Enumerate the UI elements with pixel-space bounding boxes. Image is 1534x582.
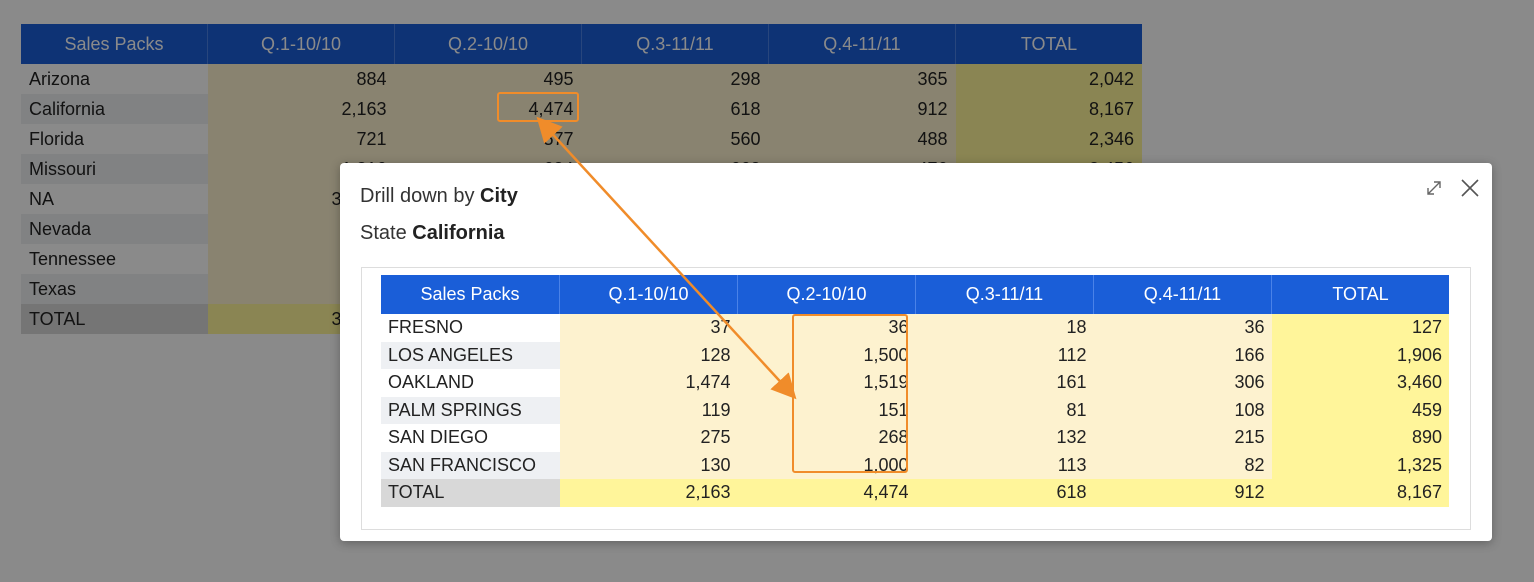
row-total-cell[interactable]: 127 <box>1271 314 1449 342</box>
row-label[interactable]: SAN DIEGO <box>381 424 560 452</box>
cell[interactable]: 82 <box>1093 451 1272 479</box>
cell[interactable]: 112 <box>915 341 1094 369</box>
cell[interactable]: 36 <box>1093 314 1272 342</box>
cell[interactable]: 275 <box>559 424 738 452</box>
cell[interactable]: 132 <box>915 424 1094 452</box>
table-row[interactable]: Arizona 884 495 298 365 2,042 <box>21 64 1142 94</box>
cell[interactable]: 306 <box>1093 369 1272 397</box>
cell[interactable]: 721 <box>207 124 395 154</box>
total-row: TOTAL 2,163 4,474 618 912 8,167 <box>381 479 1449 507</box>
column-header[interactable]: Q.2-10/10 <box>394 24 582 64</box>
total-label: TOTAL <box>381 479 560 507</box>
cell[interactable]: 151 <box>737 396 916 424</box>
column-header[interactable]: Q.4-11/11 <box>768 24 956 64</box>
total-cell: 8,167 <box>1271 479 1449 507</box>
drill-down-dialog: Drill down by City State California Sale… <box>340 163 1492 541</box>
city-sales-table: Sales Packs Q.1-10/10 Q.2-10/10 Q.3-11/1… <box>381 275 1449 507</box>
cell[interactable]: 108 <box>1093 396 1272 424</box>
row-total-cell[interactable]: 3,460 <box>1271 369 1449 397</box>
row-total-cell[interactable]: 8,167 <box>955 94 1142 124</box>
drill-filter: State California <box>360 222 505 245</box>
row-label[interactable]: LOS ANGELES <box>381 341 560 369</box>
column-header[interactable]: TOTAL <box>955 24 1142 64</box>
row-label[interactable]: Tennessee <box>21 244 208 274</box>
column-header[interactable]: Q.4-11/11 <box>1093 275 1272 314</box>
table-row[interactable]: SAN FRANCISCO 130 1,000 113 82 1,325 <box>381 451 1449 479</box>
drill-prefix: Drill down by <box>360 185 475 207</box>
total-cell: 2,163 <box>559 479 738 507</box>
cell[interactable]: 365 <box>768 64 956 94</box>
table-row[interactable]: PALM SPRINGS 119 151 81 108 459 <box>381 396 1449 424</box>
cell[interactable]: 495 <box>394 64 582 94</box>
drill-down-title: Drill down by City <box>360 185 518 208</box>
cell[interactable]: 298 <box>581 64 769 94</box>
cell[interactable]: 161 <box>915 369 1094 397</box>
table-header-row: Sales Packs Q.1-10/10 Q.2-10/10 Q.3-11/1… <box>21 24 1142 64</box>
cell[interactable]: 166 <box>1093 341 1272 369</box>
row-label[interactable]: NA <box>21 184 208 214</box>
cell[interactable]: 2,163 <box>207 94 395 124</box>
expand-icon[interactable] <box>1425 179 1443 197</box>
row-total-cell[interactable]: 890 <box>1271 424 1449 452</box>
row-label[interactable]: PALM SPRINGS <box>381 396 560 424</box>
total-cell: 4,474 <box>737 479 916 507</box>
row-label[interactable]: Arizona <box>21 64 208 94</box>
row-total-cell[interactable]: 1,906 <box>1271 341 1449 369</box>
row-label[interactable]: OAKLAND <box>381 369 560 397</box>
column-header[interactable]: Sales Packs <box>381 275 560 314</box>
row-label[interactable]: Florida <box>21 124 208 154</box>
cell[interactable]: 215 <box>1093 424 1272 452</box>
column-header[interactable]: Q.1-10/10 <box>207 24 395 64</box>
row-label[interactable]: FRESNO <box>381 314 560 342</box>
row-total-cell[interactable]: 459 <box>1271 396 1449 424</box>
cell[interactable]: 1,000 <box>737 451 916 479</box>
column-header[interactable]: Q.3-11/11 <box>915 275 1094 314</box>
cell[interactable]: 488 <box>768 124 956 154</box>
total-label: TOTAL <box>21 304 208 334</box>
row-label[interactable]: California <box>21 94 208 124</box>
total-cell: 618 <box>915 479 1094 507</box>
table-row[interactable]: SAN DIEGO 275 268 132 215 890 <box>381 424 1449 452</box>
row-label[interactable]: Nevada <box>21 214 208 244</box>
cell[interactable]: 113 <box>915 451 1094 479</box>
state-prefix: State <box>360 222 407 244</box>
row-label[interactable]: Missouri <box>21 154 208 184</box>
close-icon[interactable] <box>1460 178 1480 198</box>
row-total-cell[interactable]: 2,042 <box>955 64 1142 94</box>
column-header[interactable]: Sales Packs <box>21 24 208 64</box>
column-header[interactable]: Q.3-11/11 <box>581 24 769 64</box>
row-label[interactable]: Texas <box>21 274 208 304</box>
cell[interactable]: 130 <box>559 451 738 479</box>
table-frame <box>361 267 1471 530</box>
cell[interactable]: 884 <box>207 64 395 94</box>
column-header[interactable]: TOTAL <box>1271 275 1449 314</box>
row-total-cell[interactable]: 1,325 <box>1271 451 1449 479</box>
state-value: California <box>412 222 505 244</box>
cell[interactable]: 81 <box>915 396 1094 424</box>
cell[interactable]: 119 <box>559 396 738 424</box>
total-cell: 912 <box>1093 479 1272 507</box>
row-label[interactable]: SAN FRANCISCO <box>381 451 560 479</box>
cell[interactable]: 912 <box>768 94 956 124</box>
cell[interactable]: 268 <box>737 424 916 452</box>
cell[interactable]: 18 <box>915 314 1094 342</box>
row-total-cell[interactable]: 2,346 <box>955 124 1142 154</box>
drill-field: City <box>480 185 518 207</box>
